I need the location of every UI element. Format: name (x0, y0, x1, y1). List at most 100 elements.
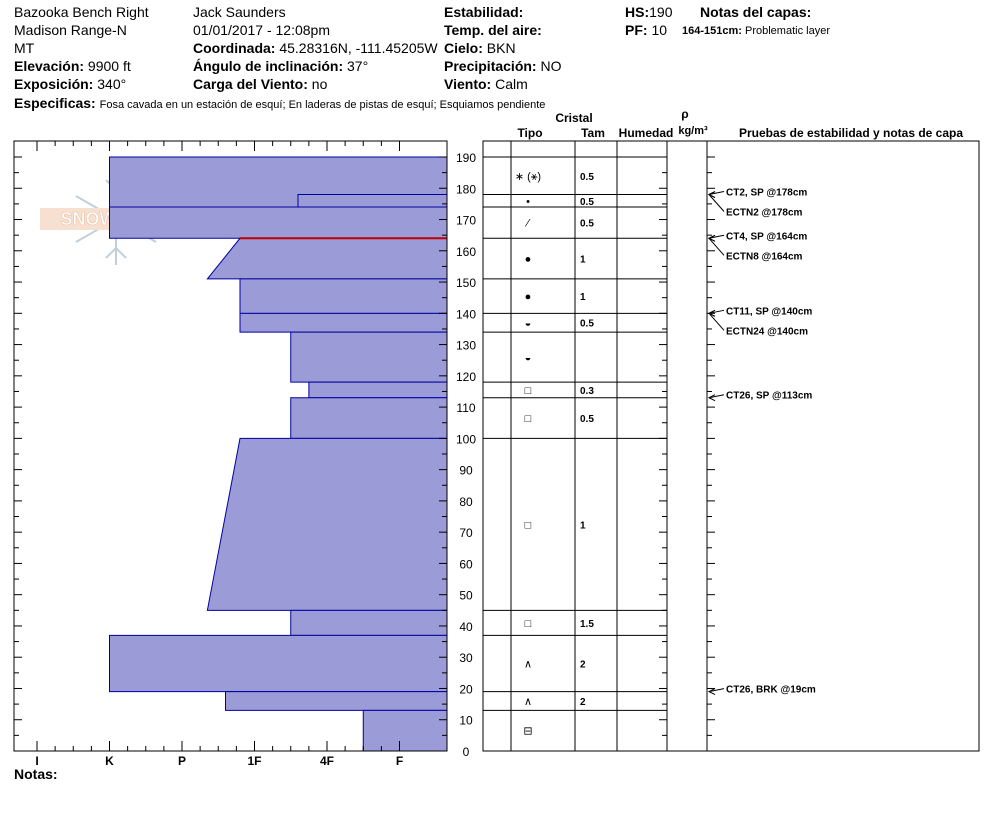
hardness-tick-label: F (396, 754, 403, 768)
test-arrowhead (707, 309, 716, 317)
foot-penetration: PF: 10 (625, 22, 668, 38)
test-pointer (708, 237, 725, 256)
stability-test-label: ECTN8 @164cm (726, 251, 803, 262)
precipitation: Precipitación: NO (444, 58, 562, 74)
height-tick-label: 30 (459, 651, 473, 665)
height-tick-label: 10 (459, 714, 473, 728)
stability-test-label: CT11, SP @140cm (726, 306, 812, 317)
header-humedad: Humedad (619, 126, 674, 140)
hardness-layer-7 (308, 381, 448, 399)
test-arrowhead (707, 191, 716, 198)
header-tipo: Tipo (517, 126, 542, 140)
hardness-profile (109, 156, 448, 752)
stability-test-label: CT2, SP @178cm (726, 188, 807, 199)
snow-height: HS:190 (625, 4, 673, 20)
hardness-tick-label: I (35, 754, 38, 768)
location: Bazooka Bench Right (14, 4, 149, 20)
hardness-layer-11 (109, 634, 448, 693)
height-tick-label: 130 (456, 339, 476, 353)
height-tick-label: 140 (456, 307, 476, 321)
grain-size: 0.5 (580, 414, 594, 425)
air-temp: Temp. del aire: (444, 22, 542, 38)
stability-test-label: CT4, SP @164cm (726, 231, 807, 242)
hardness-layer-10 (290, 609, 448, 636)
height-tick-label: 90 (459, 464, 473, 478)
height-tick-label: 0 (463, 745, 470, 759)
hardness-tick-label: K (105, 754, 114, 768)
grain-size: 0.5 (580, 319, 594, 330)
test-pointer (708, 309, 725, 314)
height-tick-label: 60 (459, 557, 473, 571)
grain-size: 2 (580, 697, 586, 708)
header-density-unit: kg/m³ (678, 125, 708, 137)
header-rho: ρ (681, 107, 688, 121)
grain-form-symbol: □ (525, 385, 532, 397)
stability-test-label: CT26, BRK @19cm (726, 685, 816, 696)
test-arrowhead (707, 394, 716, 402)
notes-label: Notas: (14, 766, 58, 782)
stability-test-label: CT26, SP @113cm (726, 391, 812, 402)
hardness-layer-12 (225, 691, 448, 711)
grain-size: 2 (580, 659, 586, 670)
stability-test-label: ECTN2 @178cm (726, 208, 803, 219)
coordinates: Coordinada: 45.28316N, -111.45205W (193, 40, 438, 56)
layer-note: 164-151cm: Problematic layer (682, 25, 830, 37)
wind-loading: Carga del Viento: no (193, 76, 328, 92)
axes: 0 10 20 30 40 50 60 70 80 90 100 110 120 130 140 150 160… (13, 140, 476, 768)
plot-frame (13, 140, 448, 752)
slope-angle: Ángulo de inclinación: 37° (193, 58, 369, 74)
header-tam: Tam (581, 126, 605, 140)
hardness-tick-label: 4F (320, 754, 334, 768)
grain-size: 1 (580, 292, 586, 303)
hardness-layer-3 (206, 237, 448, 280)
hardness-layer-13 (362, 709, 448, 752)
height-tick-label: 80 (459, 495, 473, 509)
table-frame (482, 140, 980, 752)
wind: Viento: Calm (444, 76, 528, 92)
hardness-layer-2 (109, 206, 448, 239)
height-tick-label: 70 (459, 526, 473, 540)
height-tick-label: 120 (456, 370, 476, 384)
layer-table: ∗ (⚹) 0.5 • 0.5 ⁄ 0.5 ● 1 ● 1 ◒ 0.5 ◒ □ 0.3 □ 0.5 □ 1 □ 1.5 ∧… (482, 140, 980, 752)
layer-notes-title: Notas del capas: (700, 4, 812, 20)
grain-form-symbol: ∧ (524, 658, 532, 670)
height-tick-label: 110 (456, 401, 475, 415)
hardness-layer-9 (206, 437, 448, 611)
hardness-layer-5 (239, 312, 448, 333)
grain-form-symbol: □ (525, 519, 532, 531)
elevation: Elevación: 9900 ft (14, 58, 131, 74)
test-pointer (708, 234, 725, 239)
height-tick-label: 20 (459, 682, 473, 696)
test-arrowhead (707, 234, 716, 242)
range: Madison Range-N (14, 22, 127, 38)
grain-form-symbol: □ (525, 618, 532, 630)
test-arrowhead (707, 688, 716, 696)
grain-size: 1.5 (580, 619, 594, 630)
test-pointer (708, 194, 725, 212)
observer: Jack Saunders (193, 4, 286, 20)
grain-size: 1 (580, 255, 586, 266)
stability: Estabilidad: (444, 4, 524, 20)
hardness-layer-4 (239, 278, 448, 314)
hardness-tick-label: P (178, 754, 186, 768)
height-tick-label: 160 (456, 245, 476, 259)
test-pointer (708, 688, 725, 693)
grain-size: 0.5 (580, 172, 594, 183)
height-tick-label: 180 (456, 182, 476, 196)
grain-size: 1 (580, 520, 586, 531)
state: MT (14, 40, 35, 56)
aspect: Exposición: 340° (14, 76, 127, 92)
test-pointer (708, 312, 725, 331)
hardness-layer-6 (290, 331, 448, 383)
grain-form-symbol: ● (525, 291, 532, 303)
grain-form-symbol: ∧ (524, 696, 532, 708)
hardness-layer-8 (290, 397, 448, 439)
sky: Cielo: BKN (444, 40, 516, 56)
header-tests: Pruebas de estabilidad y notas de capa (739, 126, 963, 140)
header-cristal: Cristal (555, 111, 592, 125)
datetime: 01/01/2017 - 12:08pm (193, 22, 330, 38)
grain-form-symbol: ∗ (⚹) (515, 171, 541, 183)
height-tick-label: 50 (459, 589, 473, 603)
grain-form-symbol: ◒ (525, 318, 532, 330)
